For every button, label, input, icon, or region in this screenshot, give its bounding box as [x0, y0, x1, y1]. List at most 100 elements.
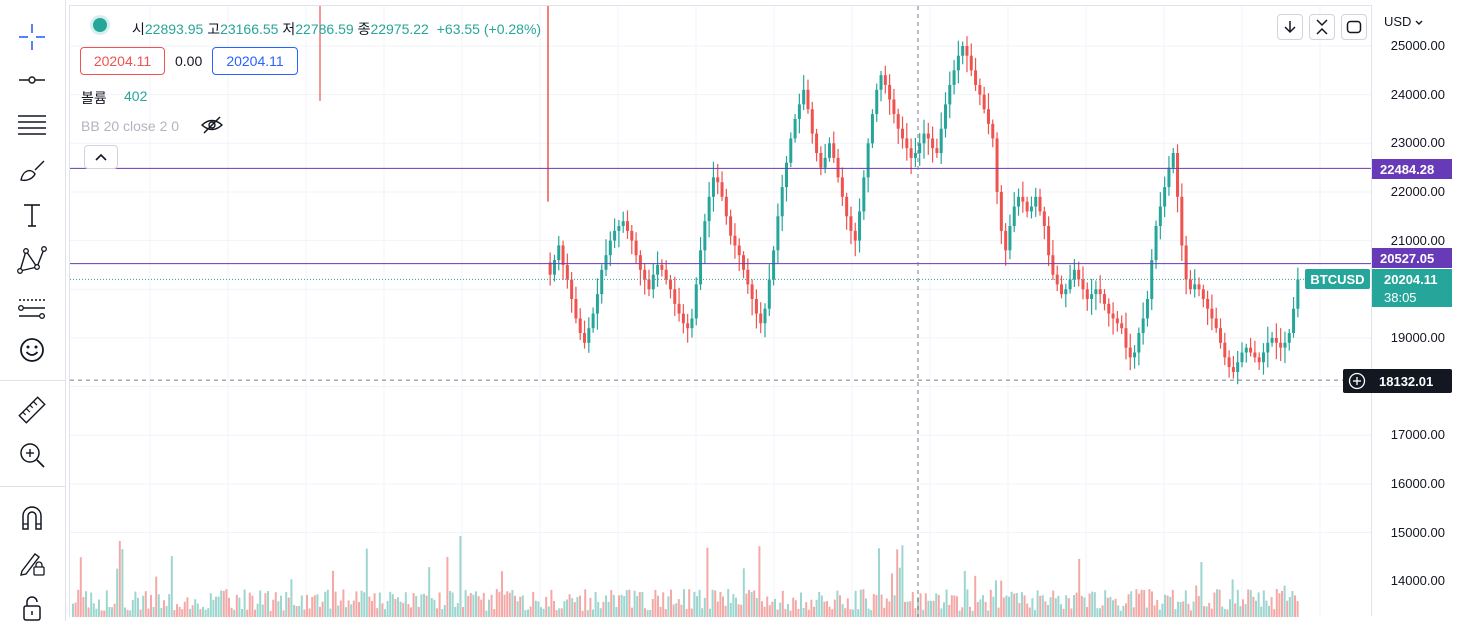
- volume-bar-up: [633, 590, 636, 617]
- volume-bar-down: [976, 601, 979, 617]
- volume-bar-up: [940, 608, 943, 617]
- volume-bar-up: [612, 594, 615, 617]
- volume-bar-down: [831, 609, 834, 617]
- candle-body-up: [939, 128, 943, 154]
- volume-bar-down: [909, 601, 912, 617]
- volume-bar-up: [537, 601, 540, 617]
- volume-bar-down: [1088, 593, 1091, 617]
- volume-bar-down: [1294, 595, 1296, 617]
- volume-bar-down: [984, 601, 987, 617]
- candle-body-down: [901, 128, 905, 139]
- volume-bar-down: [677, 599, 680, 617]
- volume-bar-up: [1060, 604, 1062, 617]
- volume-bar-down: [144, 591, 147, 617]
- volume-bar-up: [898, 567, 901, 617]
- volume-bar-down: [532, 591, 535, 617]
- volume-bar-down: [657, 595, 659, 617]
- bollinger-bands-indicator-label[interactable]: BB 20 close 2 0: [81, 118, 180, 134]
- volume-bar-down: [883, 607, 886, 617]
- add-alert-icon[interactable]: [1348, 372, 1366, 390]
- price-tick-label: 17000.00: [1390, 427, 1445, 443]
- magnet-icon[interactable]: [12, 500, 52, 536]
- price-axis[interactable]: USD 25000.00 24000.00 23000.00 22000.00 2100…: [1371, 5, 1463, 616]
- candle-body-down: [681, 313, 685, 324]
- candle-body-up: [1270, 337, 1274, 343]
- volume-bar-down: [948, 604, 951, 617]
- chart-pane[interactable]: [69, 5, 1372, 617]
- currency-selector[interactable]: USD: [1384, 14, 1423, 29]
- volume-bar-down: [638, 592, 641, 617]
- candle-body-up: [1008, 226, 1012, 251]
- volume-bar-down: [508, 592, 511, 617]
- volume-bar-up: [345, 607, 347, 617]
- crosshair-icon[interactable]: [12, 19, 52, 55]
- pattern-tool-icon[interactable]: [12, 242, 52, 278]
- volume-bar-down: [1067, 598, 1070, 617]
- zoom-in-icon[interactable]: [12, 437, 52, 473]
- volume-bar-down: [914, 608, 917, 617]
- volume-bar-down: [254, 609, 256, 617]
- volume-bar-down: [417, 606, 420, 617]
- volume-bar-down: [690, 608, 693, 617]
- candle-body-up: [943, 104, 947, 129]
- volume-bar-up: [966, 589, 969, 617]
- volume-bar-up: [72, 603, 74, 617]
- high-value: 23166.55: [220, 21, 279, 37]
- forecast-tool-icon[interactable]: [12, 289, 52, 325]
- volume-bar-up: [1083, 597, 1086, 617]
- candle-body-up: [823, 157, 827, 168]
- candle-body-up: [690, 318, 694, 329]
- volume-bar-down: [1140, 589, 1143, 617]
- volume-bar-up: [1065, 595, 1068, 617]
- volume-bar-down: [113, 603, 116, 617]
- volume-bar-up: [423, 593, 425, 617]
- collapse-legend-button[interactable]: [84, 145, 118, 169]
- volume-bar-up: [111, 607, 113, 617]
- eye-hidden-icon[interactable]: [200, 115, 224, 140]
- volume-bar-down: [953, 595, 956, 617]
- volume-bar-up: [607, 601, 610, 617]
- volume-bar-up: [893, 595, 896, 617]
- volume-bar-down: [784, 608, 787, 617]
- price-chart[interactable]: [70, 6, 1372, 617]
- toolbar-divider: [0, 380, 65, 381]
- volume-bar-up: [729, 602, 732, 617]
- volume-bar-up: [511, 590, 514, 617]
- lock-icon[interactable]: [12, 590, 52, 626]
- volume-bar-down: [896, 549, 899, 617]
- candle-body-down: [853, 230, 857, 241]
- scroll-down-button[interactable]: [1277, 14, 1303, 40]
- volume-bar-down: [228, 597, 230, 617]
- candle-body-up: [879, 75, 883, 90]
- candle-body-down: [746, 269, 750, 285]
- buy-price-button[interactable]: 20204.11: [212, 47, 298, 75]
- candle-body-down: [677, 303, 681, 314]
- candle-body-up: [763, 308, 767, 324]
- lock-drawing-pencil-icon[interactable]: [12, 545, 52, 581]
- candle-body-down: [1085, 289, 1089, 299]
- brush-icon[interactable]: [12, 153, 52, 189]
- fib-lines-icon[interactable]: [12, 106, 52, 142]
- volume-bar-down: [480, 599, 483, 617]
- text-tool-icon[interactable]: [12, 197, 52, 233]
- volume-bar-up: [243, 589, 246, 617]
- fullscreen-button[interactable]: [1341, 14, 1367, 40]
- candle-body-down: [643, 269, 647, 280]
- volume-bar-up: [547, 606, 550, 617]
- volume-bar-down: [807, 609, 810, 617]
- toolbar-divider: [0, 486, 65, 487]
- volume-bar-up: [922, 609, 925, 617]
- sell-price-button[interactable]: 20204.11: [80, 47, 165, 75]
- volume-bar-down: [222, 590, 225, 617]
- volume-bar-up: [982, 595, 984, 617]
- ruler-icon[interactable]: [12, 392, 52, 428]
- volume-bar-down: [1242, 599, 1244, 617]
- volume-bar-up: [709, 608, 711, 617]
- price-tick-label: 15000.00: [1390, 524, 1445, 540]
- crosshair-price-tag[interactable]: 18132.01: [1343, 369, 1452, 393]
- trend-line-icon[interactable]: [12, 62, 52, 98]
- emoji-icon[interactable]: [12, 332, 52, 368]
- volume-bar-down: [1281, 590, 1283, 617]
- candle-body-down: [647, 279, 651, 290]
- collapse-button[interactable]: [1309, 14, 1335, 40]
